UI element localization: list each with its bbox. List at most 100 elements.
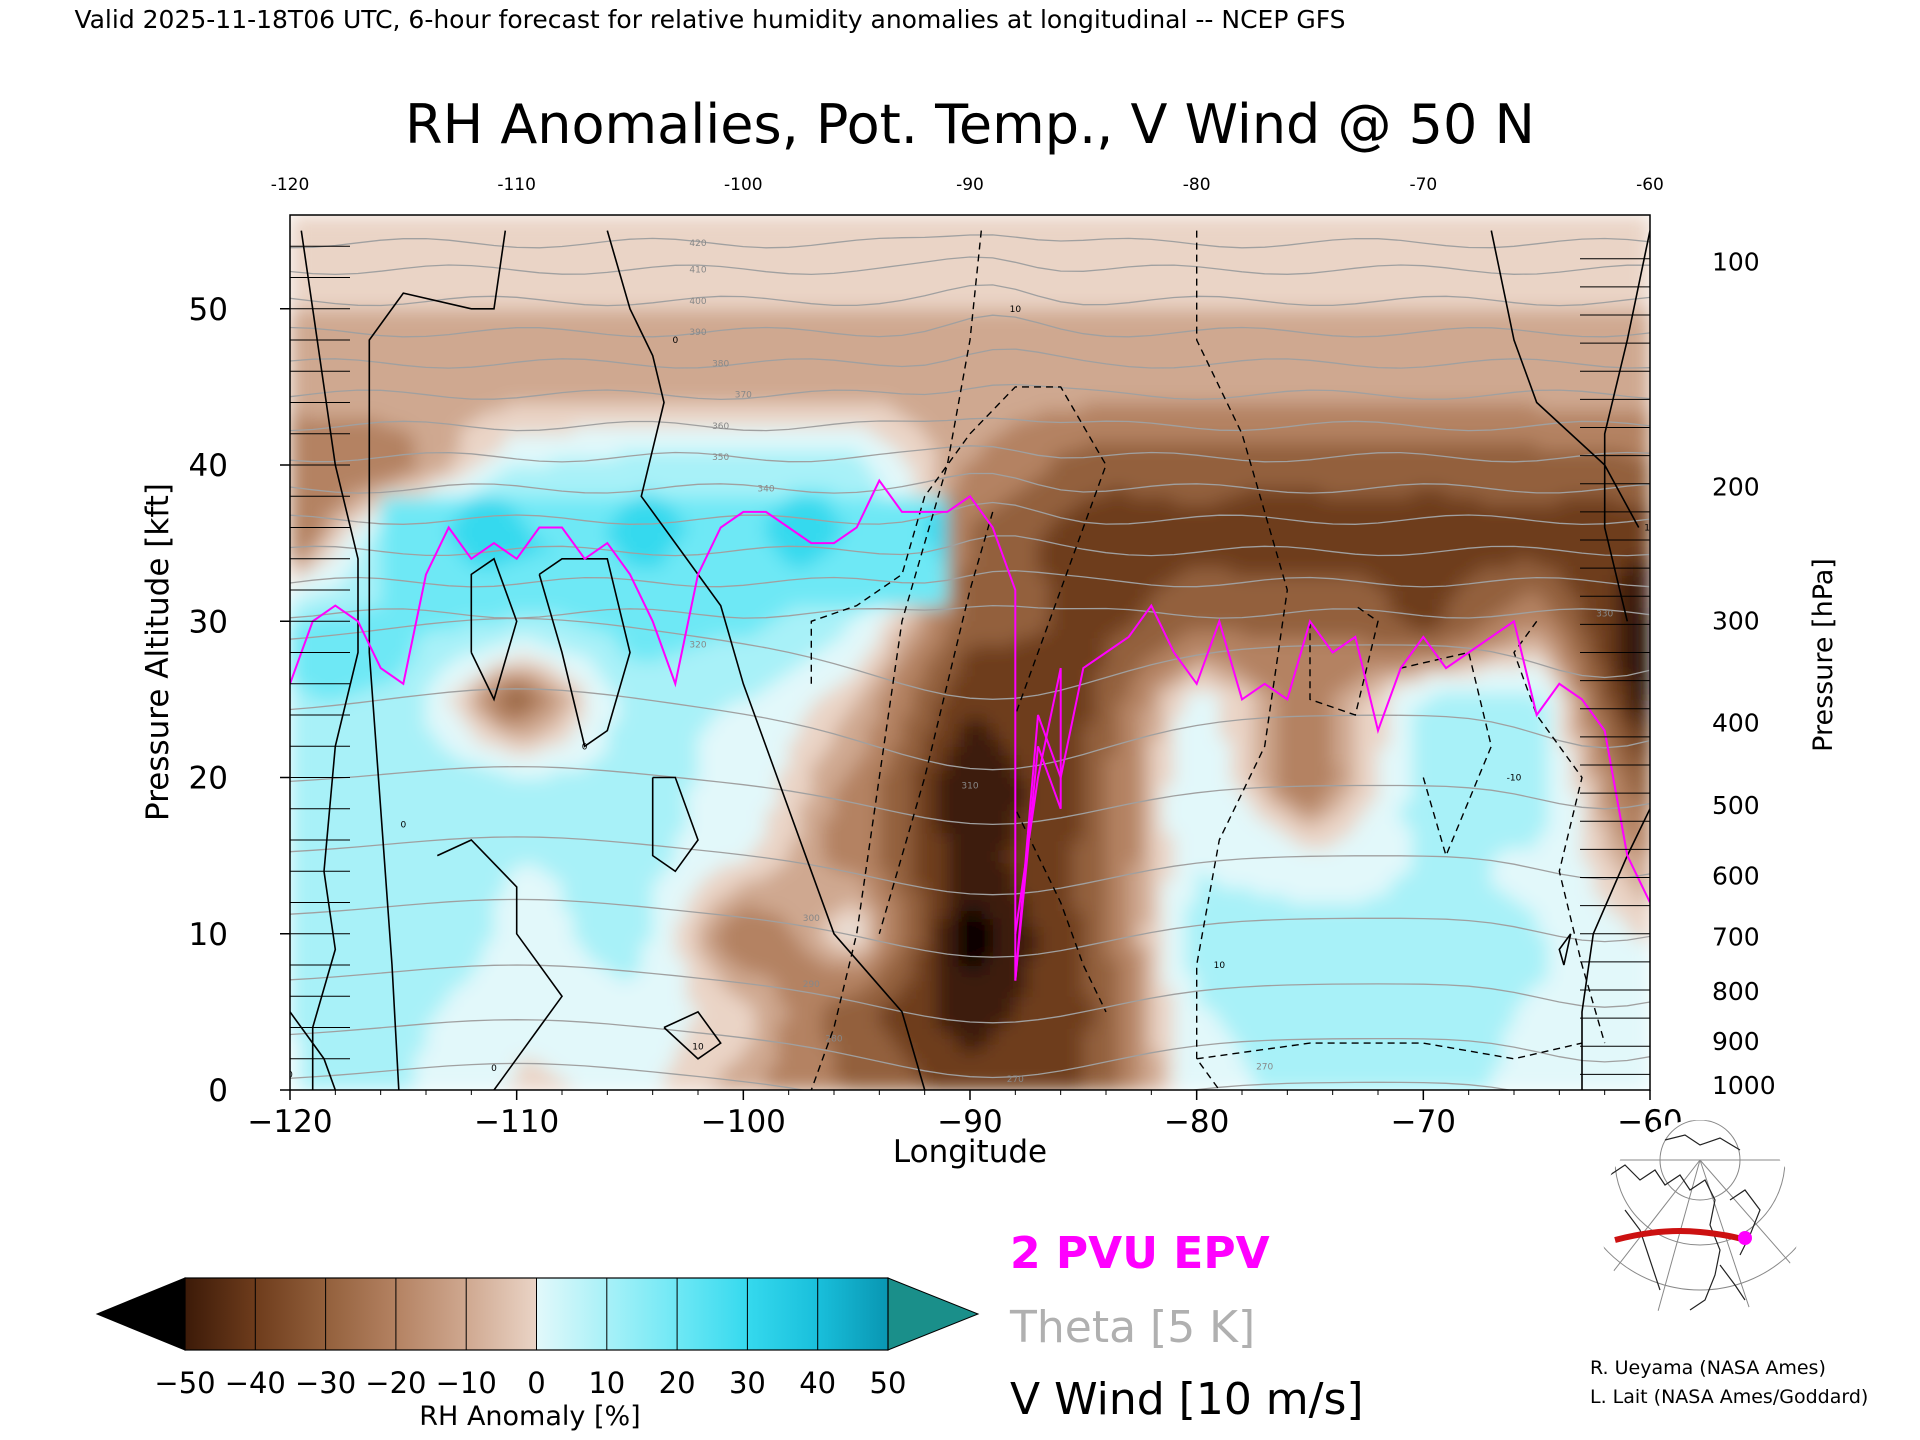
- rh-cell: [732, 715, 745, 724]
- rh-cell: [460, 496, 473, 506]
- rh-cell: [380, 800, 393, 810]
- rh-cell: [630, 293, 643, 302]
- rh-cell: [471, 605, 484, 615]
- rh-cell: [788, 1058, 801, 1068]
- rh-cell: [743, 386, 756, 396]
- rh-cell: [698, 1074, 711, 1084]
- rh-cell: [437, 597, 450, 607]
- rh-cell: [652, 933, 665, 943]
- rh-cell: [596, 707, 609, 716]
- rh-cell: [482, 246, 495, 256]
- rh-cell: [403, 300, 416, 310]
- rh-cell: [743, 761, 756, 771]
- rh-cell: [630, 402, 643, 412]
- rh-cell: [448, 597, 461, 607]
- rh-cell: [675, 1043, 688, 1052]
- rh-cell: [448, 433, 461, 443]
- rh-cell: [539, 855, 552, 865]
- rh-cell: [312, 996, 325, 1006]
- rh-cell: [414, 230, 427, 240]
- rh-cell: [777, 386, 790, 396]
- rh-cell: [516, 965, 529, 974]
- rh-cell: [675, 308, 688, 318]
- rh-cell: [766, 816, 779, 826]
- rh-cell: [358, 402, 371, 412]
- rh-cell: [403, 668, 416, 677]
- rh-cell: [732, 980, 745, 990]
- rh-cell: [743, 1058, 756, 1068]
- rh-cell: [482, 410, 495, 420]
- rh-cell: [709, 285, 722, 295]
- rh-cell: [573, 379, 586, 388]
- rh-cell: [641, 621, 654, 631]
- rh-cell: [720, 379, 733, 388]
- rh-cell: [573, 972, 586, 982]
- rh-cell: [312, 379, 325, 388]
- rh-cell: [494, 402, 507, 412]
- rh-cell: [584, 644, 597, 654]
- rh-cell: [596, 980, 609, 990]
- rh-cell: [426, 1082, 439, 1090]
- rh-cell: [516, 629, 529, 638]
- rh-cell: [562, 386, 575, 396]
- rh-cell: [539, 582, 552, 591]
- rh-cell: [312, 824, 325, 834]
- rh-cell: [539, 535, 552, 545]
- rh-cell: [596, 371, 609, 381]
- rh-cell: [448, 519, 461, 529]
- rh-cell: [482, 972, 495, 982]
- rh-cell: [630, 668, 643, 677]
- rh-cell: [686, 340, 699, 349]
- rh-cell: [550, 597, 563, 607]
- rh-cell: [709, 269, 722, 279]
- rh-cell: [641, 566, 654, 576]
- rh-cell: [358, 215, 371, 224]
- rh-cell: [754, 1066, 767, 1076]
- rh-cell: [743, 496, 756, 506]
- rh-cell: [630, 566, 643, 576]
- rh-cell: [324, 215, 337, 224]
- rh-cell: [630, 761, 643, 771]
- rh-cell: [460, 824, 473, 834]
- rh-cell: [788, 894, 801, 904]
- rh-cell: [686, 246, 699, 256]
- rh-cell: [596, 347, 609, 357]
- rh-cell: [618, 746, 631, 756]
- rh-cell: [414, 816, 427, 826]
- rh-cell: [448, 988, 461, 998]
- rh-cell: [482, 691, 495, 701]
- rh-cell: [562, 777, 575, 787]
- rh-cell: [380, 465, 393, 474]
- rh-cell: [709, 230, 722, 240]
- rh-cell: [437, 761, 450, 771]
- rh-cell: [641, 535, 654, 545]
- rh-cell: [743, 418, 756, 427]
- rh-cell: [618, 785, 631, 795]
- rh-cell: [426, 965, 439, 974]
- rh-anomaly-field: [290, 215, 1650, 1090]
- rh-cell: [290, 793, 303, 802]
- rh-cell: [686, 316, 699, 326]
- rh-cell: [516, 668, 529, 677]
- rh-cell: [686, 386, 699, 396]
- rh-cell: [301, 605, 314, 615]
- rh-cell: [709, 597, 722, 607]
- rh-cell: [403, 644, 416, 654]
- rh-cell: [720, 543, 733, 552]
- rh-cell: [403, 558, 416, 568]
- rh-cell: [358, 832, 371, 841]
- rh-cell: [539, 285, 552, 295]
- rh-cell: [528, 879, 541, 888]
- rh-cell: [335, 746, 348, 756]
- rh-cell: [732, 238, 745, 248]
- rh-cell: [675, 769, 688, 779]
- rh-cell: [743, 246, 756, 256]
- rh-cell: [426, 793, 439, 802]
- rh-cell: [562, 519, 575, 529]
- rh-cell: [686, 886, 699, 896]
- rh-cell: [528, 660, 541, 670]
- rh-cell: [618, 308, 631, 318]
- rh-cell: [403, 613, 416, 623]
- rh-cell: [335, 472, 348, 482]
- rh-cell: [448, 418, 461, 427]
